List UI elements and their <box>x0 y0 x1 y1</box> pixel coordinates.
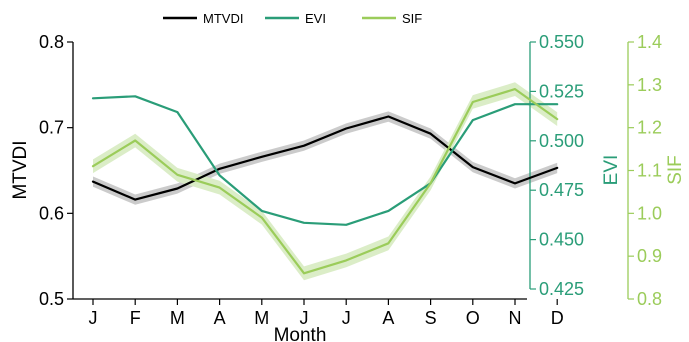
sif-axis-title: SIF <box>665 155 686 185</box>
sif-tick-label: 1.4 <box>637 32 662 52</box>
legend-label-sif: SIF <box>402 11 422 26</box>
left-tick-label: 0.5 <box>39 289 64 309</box>
sif-tick-label: 1.2 <box>637 118 662 138</box>
x-tick-label: A <box>214 308 226 328</box>
evi-tick-label: 0.550 <box>539 32 584 52</box>
left-tick-label: 0.8 <box>39 32 64 52</box>
evi-tick-label: 0.525 <box>539 81 584 101</box>
x-tick-label: A <box>382 308 394 328</box>
legend-label-mtvdi: MTVDI <box>203 11 243 26</box>
x-tick-label: M <box>254 308 269 328</box>
x-tick-label: J <box>300 308 309 328</box>
sif-tick-label: 1.3 <box>637 75 662 95</box>
x-tick-label: N <box>509 308 522 328</box>
series-line-evi <box>91 95 559 226</box>
x-axis-title: Month <box>274 325 327 342</box>
x-tick-label: O <box>466 308 480 328</box>
sif-tick-label: 0.8 <box>637 289 662 309</box>
sif-tick-label: 1.0 <box>637 203 662 223</box>
evi-tick-label: 0.425 <box>539 279 584 299</box>
left-axis-title: MTVDI <box>10 140 31 199</box>
evi-axis-title: EVI <box>601 155 622 186</box>
series-band-mtvdi <box>93 111 558 205</box>
x-tick-label: S <box>425 308 437 328</box>
sif-tick-label: 1.1 <box>637 161 662 181</box>
evi-tick-label: 0.500 <box>539 131 584 151</box>
sif-tick-label: 0.9 <box>637 246 662 266</box>
x-tick-label: F <box>130 308 141 328</box>
evi-tick-label: 0.450 <box>539 230 584 250</box>
evi-tick-label: 0.475 <box>539 180 584 200</box>
x-tick-label: J <box>342 308 351 328</box>
x-tick-label: M <box>170 308 185 328</box>
legend-label-evi: EVI <box>305 11 326 26</box>
series-band-sif <box>93 82 558 281</box>
series-line-mtvdi <box>91 115 559 201</box>
x-tick-label: D <box>551 308 564 328</box>
left-tick-label: 0.7 <box>39 118 64 138</box>
x-tick-label: J <box>89 308 98 328</box>
series-line-sif <box>91 87 559 275</box>
left-tick-label: 0.6 <box>39 203 64 223</box>
